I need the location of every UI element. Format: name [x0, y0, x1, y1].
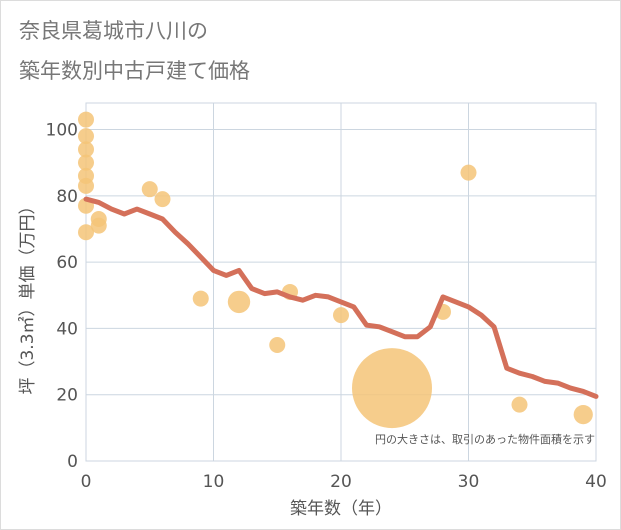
y-tick-label: 40 [56, 319, 78, 339]
y-tick-label: 100 [46, 121, 78, 141]
trend-line-layer [83, 196, 599, 399]
chart-title-line-2: 築年数別中古戸建て価格 [19, 59, 250, 83]
x-tick-label: 40 [585, 472, 607, 492]
y-tick-label: 60 [56, 253, 78, 273]
data-bubble [154, 191, 171, 208]
data-bubble [227, 290, 251, 314]
data-bubble [78, 111, 94, 128]
data-bubble [78, 224, 94, 241]
data-bubble [269, 336, 286, 353]
bubble-size-note: 円の大きさは、取引のあった物件面積を示す [375, 432, 595, 446]
bubble-layer [78, 111, 593, 429]
x-tick-label: 20 [330, 472, 352, 492]
data-bubble [460, 164, 477, 181]
data-bubble [141, 181, 158, 198]
grid-layer [85, 102, 597, 462]
chart-title-line-1: 奈良県葛城市八川の [19, 19, 208, 43]
data-bubble [78, 154, 94, 171]
y-axis-title: 坪（3.3㎡）単価（万円） [18, 197, 38, 394]
trend-line [83, 196, 599, 399]
y-tick-label: 0 [67, 452, 78, 472]
data-bubble [192, 290, 209, 307]
data-bubble [90, 217, 107, 234]
data-bubble [78, 128, 94, 145]
y-tick-label: 20 [56, 386, 78, 406]
x-tick-label: 30 [458, 472, 480, 492]
data-bubble [511, 396, 528, 413]
data-bubble [78, 177, 94, 194]
data-bubble [78, 141, 94, 158]
tick-label-layer: 0 10 20 30 40 0 20 40 60 80 100 [46, 121, 607, 492]
data-bubble [352, 348, 432, 429]
y-tick-label: 80 [56, 187, 78, 207]
x-tick-label: 0 [81, 472, 92, 492]
x-axis-title: 築年数（年） [290, 499, 392, 519]
data-bubble [573, 404, 593, 425]
data-bubble [333, 307, 349, 324]
x-tick-label: 10 [203, 472, 225, 492]
